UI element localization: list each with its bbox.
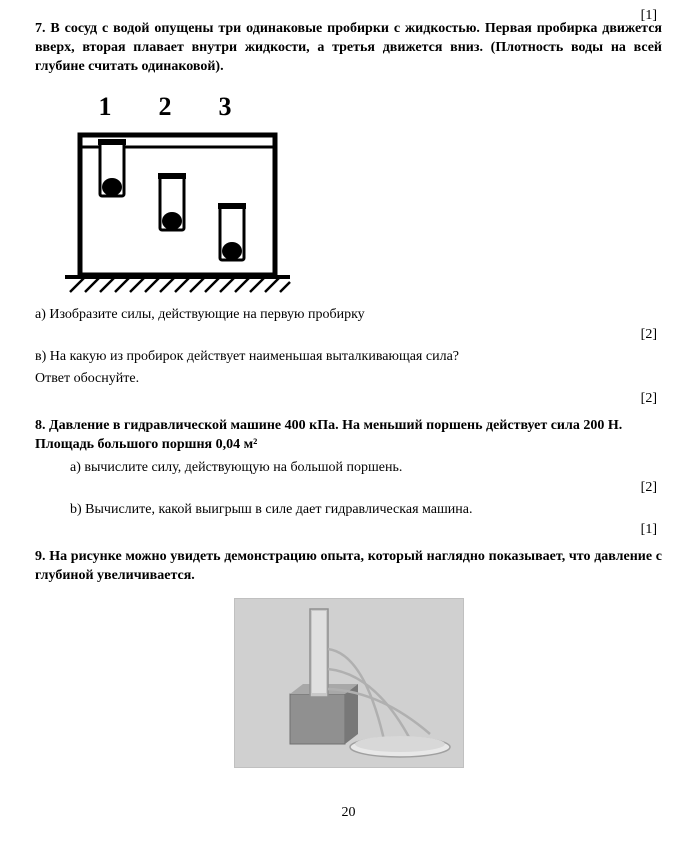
q8-sub-a: a) вычислите силу, действующую на большо… <box>70 460 662 476</box>
q8-score-a: [2] <box>35 480 662 496</box>
question-9: 9. На рисунке можно увидеть демонстрацию… <box>35 548 662 768</box>
q9-text: 9. На рисунке можно увидеть демонстрацию… <box>35 548 662 586</box>
q7-score-a: [2] <box>35 327 662 343</box>
vessel-diagram <box>65 127 295 297</box>
label-2: 2 <box>150 92 180 122</box>
q9-apparatus-image <box>234 598 464 768</box>
label-1: 1 <box>90 92 120 122</box>
q7-sub-a: а) Изобразите силы, действующие на перву… <box>35 307 662 323</box>
top-score-mark: [1] <box>641 8 657 24</box>
question-8: 8. Давление в гидравлической машине 400 … <box>35 417 662 539</box>
tube-2 <box>158 173 186 230</box>
q7-sub-b: в) На какую из пробирок действует наимен… <box>35 349 662 365</box>
q7-score-b: [2] <box>35 391 662 407</box>
q8-score-b: [1] <box>35 522 662 538</box>
q9-apparatus-container <box>35 598 662 768</box>
tube-1 <box>98 139 126 196</box>
q7-text: 7. В сосуд с водой опущены три одинаковы… <box>35 20 662 77</box>
page-number: 20 <box>0 805 697 821</box>
question-7: 7. В сосуд с водой опущены три одинаковы… <box>35 20 662 407</box>
tube-3 <box>218 203 246 260</box>
q7-diagram-labels: 1 2 3 <box>90 92 662 122</box>
q8-sub-b: b) Вычислите, какой выигрыш в силе дает … <box>70 502 662 518</box>
q7-sub-b-2: Ответ обоснуйте. <box>35 371 662 387</box>
q7-diagram: 1 2 3 <box>65 92 662 297</box>
q8-header: 8. Давление в гидравлической машине 400 … <box>35 417 662 455</box>
label-3: 3 <box>210 92 240 122</box>
